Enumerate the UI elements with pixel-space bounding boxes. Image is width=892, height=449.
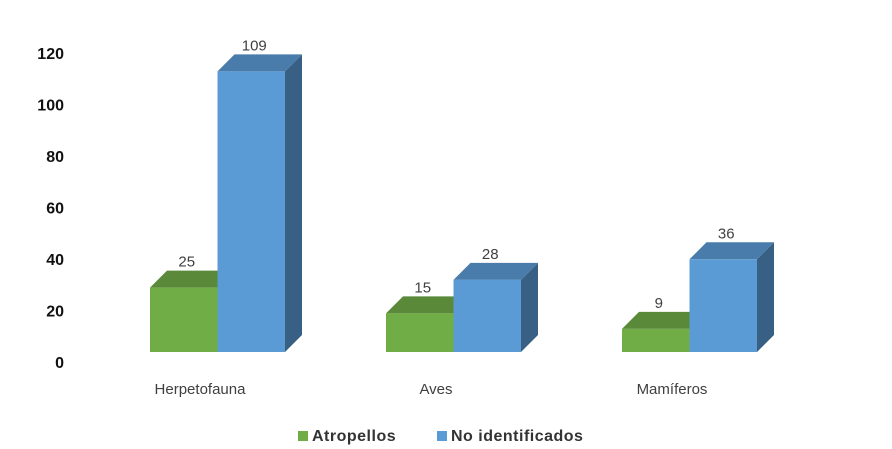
y-tick-label: 60 xyxy=(46,201,64,218)
value-label: 9 xyxy=(655,295,663,312)
bar xyxy=(150,270,235,288)
legend-swatch xyxy=(437,431,447,441)
x-tick-label: Aves xyxy=(419,381,452,398)
y-tick-label: 80 xyxy=(46,149,64,166)
bar xyxy=(521,262,538,352)
bar-3d xyxy=(217,54,302,352)
value-label: 109 xyxy=(242,37,267,54)
bar xyxy=(285,54,302,352)
bar-3d xyxy=(386,296,471,352)
bar xyxy=(622,328,690,352)
bar xyxy=(689,242,774,260)
value-label: 28 xyxy=(482,246,499,263)
bar xyxy=(386,313,454,352)
y-tick-label: 100 xyxy=(37,98,64,115)
y-tick-label: 120 xyxy=(37,46,64,63)
bar xyxy=(217,71,285,352)
value-label: 25 xyxy=(178,254,195,271)
y-tick-label: 40 xyxy=(46,252,64,269)
legend-swatch xyxy=(298,431,308,441)
bar xyxy=(453,262,538,280)
value-label: 15 xyxy=(414,279,431,296)
bar xyxy=(622,311,707,329)
bar xyxy=(689,259,757,352)
bar-3d xyxy=(689,242,774,352)
y-tick-label: 0 xyxy=(55,355,64,372)
bar-3d xyxy=(453,262,538,352)
bar xyxy=(453,279,521,352)
bar xyxy=(386,296,471,314)
bar xyxy=(757,242,774,352)
legend-label: Atropellos xyxy=(312,428,396,445)
value-label: 36 xyxy=(718,225,735,242)
x-tick-label: Mamíferos xyxy=(637,381,708,398)
bar xyxy=(150,287,218,352)
y-tick-label: 20 xyxy=(46,304,64,321)
bar xyxy=(217,54,302,72)
legend-label: No identificados xyxy=(451,428,583,445)
x-tick-label: Herpetofauna xyxy=(155,381,247,398)
